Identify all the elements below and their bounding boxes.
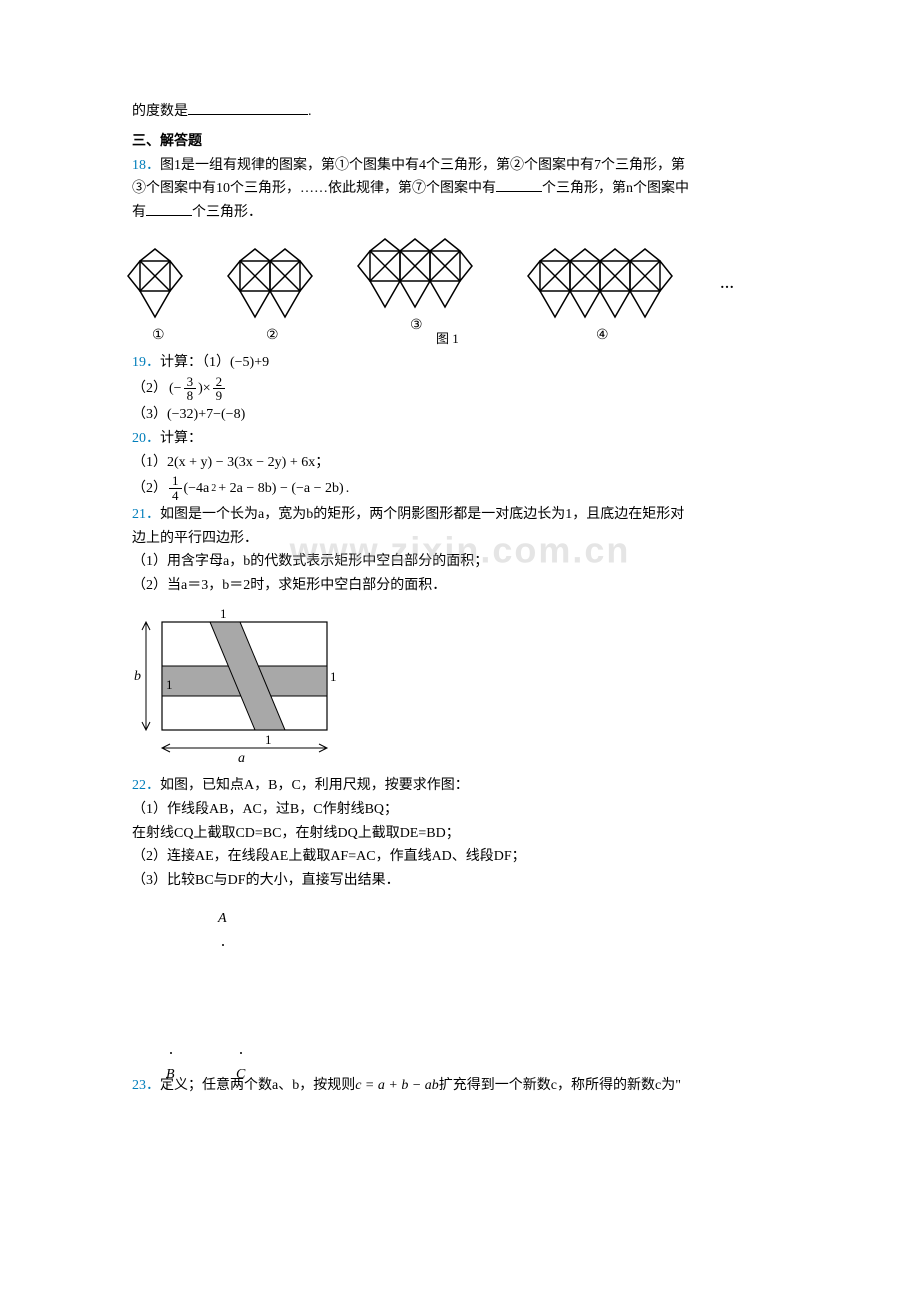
q22-sub2: （2）连接AE，在线段AE上截取AF=AC，作直线AD、线段DF； (120, 845, 800, 869)
q19-frac1: 38 (184, 375, 197, 403)
q19-label: 计算： (160, 355, 202, 370)
q20-p2: （2） (132, 477, 167, 501)
q20-expr1: 2(x + y) − 3(3x − 2y) + 6x (167, 455, 315, 470)
q23-text-b: 扩充得到一个新数c，称所得的新数c为" (439, 1078, 681, 1093)
q21-a-label: a (238, 751, 245, 764)
q22: 22．如图，已知点A，B，C，利用尺规，按要求作图： (120, 774, 800, 798)
q19-part3: （3）(−32)+7−(−8) (120, 403, 800, 427)
q19-expr3: (−32)+7−(−8) (167, 407, 245, 422)
q22-sub1: （1）作线段AB，AC，过B，C作射线BQ； (120, 798, 800, 822)
q18-text-c: 个三角形，第n个图案中 (542, 181, 689, 196)
q20-part1: （1）2(x + y) − 3(3x − 2y) + 6x； (120, 451, 800, 475)
q18-pattern-1: ① (120, 247, 190, 347)
fig-label: 图 1 (436, 331, 459, 346)
q23-num: 23． (132, 1078, 160, 1093)
q20-end: . (346, 477, 350, 501)
q20-semi: ； (315, 455, 329, 470)
q18-figure-row: ① ② (120, 237, 800, 347)
period: . (308, 104, 312, 119)
q18: 18．图1是一组有规律的图案，第①个图集中有4个三角形，第②个图案中有7个三角形… (120, 154, 800, 178)
q19-num: 19． (132, 355, 160, 370)
q20-label: 计算： (160, 431, 202, 446)
q21-text-a: 如图是一个长为a，宽为b的矩形，两个阴影图形都是一对底边长为1，且底边在矩形对 (160, 507, 684, 522)
q20-part2: （2） 14 (−4a2 + 2a − 8b) − (−a − 2b). (120, 474, 800, 502)
q21-block: www.zixin.com.cn 21．如图是一个长为a，宽为b的矩形，两个阴影… (120, 503, 800, 598)
q22-sub1b: 在射线CQ上截取CD=BC，在射线DQ上截取DE=BD； (120, 822, 800, 846)
section-3-title: 三、解答题 (120, 130, 800, 154)
q18-text-d: 有 (132, 205, 146, 220)
q18-pattern-3: ③ 图 1 (350, 237, 490, 347)
p4-label: ④ (596, 328, 609, 343)
q18-pattern-2: ② (220, 247, 320, 347)
q21-sub1: （1）用含字母a，b的代数式表示矩形中空白部分的面积； (120, 550, 800, 574)
q22-num: 22． (132, 778, 160, 793)
q19-neg: (− (169, 377, 182, 401)
q19-part2: （2） (− 38 )× 29 (120, 375, 800, 403)
q19-p2: （2） (132, 377, 167, 401)
q21-line2: 边上的平行四边形． (120, 527, 800, 551)
q21-svg: 1 1 1 1 b a (120, 604, 350, 764)
q18-line2: ③个图案中有10个三角形，……依此规律，第⑦个图案中有 个三角形，第n个图案中 (120, 177, 800, 201)
cont-text: 的度数是 (132, 104, 188, 119)
q18-dots: … (720, 273, 734, 347)
q18-blank1 (496, 191, 542, 192)
q23: 23．定义；任意两个数a、b，按规则c = a + b − ab扩充得到一个新数… (120, 1074, 800, 1098)
q22-text: 如图，已知点A，B，C，利用尺规，按要求作图： (160, 778, 469, 793)
q22-point-A: A (218, 907, 227, 955)
q18-pattern-4: ④ (520, 247, 690, 347)
pattern2-svg: ② (220, 247, 320, 347)
q18-blank2 (146, 215, 192, 216)
pattern1-svg: ① (120, 247, 190, 347)
q20-p1: （1） (132, 455, 167, 470)
q20: 20．计算： (120, 427, 800, 451)
q21-one-top: 1 (220, 606, 227, 621)
q18-text-b: ③个图案中有10个三角形，……依此规律，第⑦个图案中有 (132, 181, 496, 196)
q18-line3: 有 个三角形． (120, 201, 800, 225)
q21-figure: 1 1 1 1 b a (120, 604, 800, 764)
q18-text-e: 个三角形． (192, 205, 262, 220)
q21-num: 21． (132, 507, 160, 522)
prev-continuation: 的度数是. (120, 100, 800, 124)
q21-one-right: 1 (330, 669, 337, 684)
q20-expr2a: (−4a (184, 477, 210, 501)
q19-frac2: 29 (213, 375, 226, 403)
q21: 21．如图是一个长为a，宽为b的矩形，两个阴影图形都是一对底边长为1，且底边在矩… (120, 503, 800, 527)
blank-angle (188, 114, 308, 115)
q22-figure: A B C (148, 907, 308, 1072)
q22-point-C: C (236, 1039, 245, 1087)
q23-text-a: 定义；任意两个数a、b，按规则 (160, 1078, 355, 1093)
q18-text-a: 图1是一组有规律的图案，第①个图集中有4个三角形，第②个图案中有7个三角形，第 (160, 158, 685, 173)
p1-label: ① (152, 328, 165, 343)
pattern4-svg: ④ (520, 247, 690, 347)
q20-frac: 14 (169, 474, 182, 502)
q22-point-B: B (166, 1039, 175, 1087)
q21-sub2: （2）当a＝3，b＝2时，求矩形中空白部分的面积． (120, 574, 800, 598)
q21-one-bottom: 1 (265, 732, 272, 747)
q19-expr1: (−5)+9 (230, 355, 269, 370)
q21-one-left: 1 (166, 677, 173, 692)
q19-p3: （3） (132, 407, 167, 422)
q20-num: 20． (132, 431, 160, 446)
q18-num: 18． (132, 158, 160, 173)
q19-p1: （1） (202, 355, 230, 370)
q19-mid: )× (198, 377, 211, 401)
p3-label: ③ (410, 318, 423, 333)
pattern3-svg: ③ 图 1 (350, 237, 490, 347)
q20-sup: 2 (211, 480, 216, 497)
p2-label: ② (266, 328, 279, 343)
q23-expr: c = a + b − ab (355, 1078, 439, 1093)
q19: 19．计算：（1）(−5)+9 (120, 351, 800, 375)
q22-sub3: （3）比较BC与DF的大小，直接写出结果． (120, 869, 800, 893)
q21-b-label: b (134, 669, 141, 684)
q20-expr2b: + 2a − 8b) − (−a − 2b) (218, 477, 343, 501)
